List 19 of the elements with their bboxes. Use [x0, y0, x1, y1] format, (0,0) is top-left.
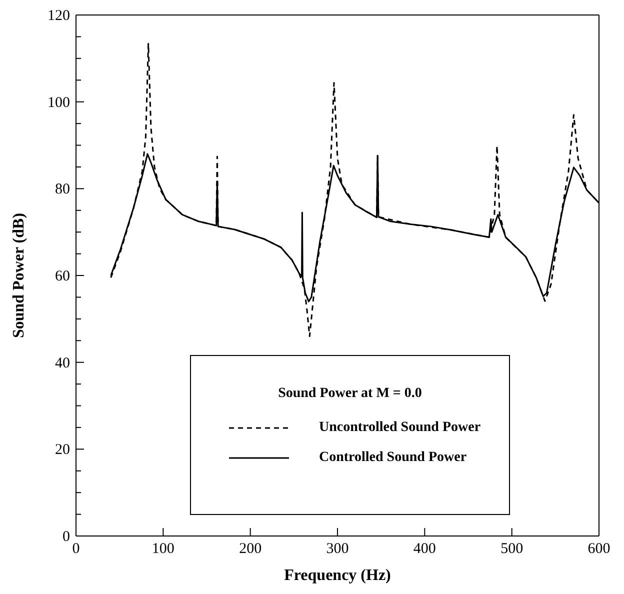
y-tick-label: 120 [48, 8, 70, 24]
legend-label: Uncontrolled Sound Power [319, 420, 481, 436]
x-tick-label: 0 [72, 541, 80, 557]
x-tick-label: 200 [239, 541, 262, 557]
y-tick-label: 100 [48, 94, 70, 111]
x-tick-label: 500 [500, 541, 524, 557]
legend-label: Controlled Sound Power [319, 450, 467, 466]
x-axis-title: Frequency (Hz) [284, 567, 391, 584]
x-tick-label: 100 [152, 541, 174, 557]
x-tick-label: 400 [413, 541, 436, 557]
legend-title: Sound Power at M = 0.0 [277, 386, 423, 402]
y-tick-label: 20 [55, 442, 70, 458]
y-tick-label: 80 [55, 182, 70, 198]
y-tick-label: 40 [55, 355, 70, 372]
x-tick-label: 600 [588, 541, 610, 557]
y-axis-title: Sound Power (dB) [10, 212, 28, 338]
y-tick-label: 60 [55, 268, 70, 284]
y-tick-label: 0 [62, 529, 70, 545]
x-tick-label: 300 [326, 541, 349, 557]
